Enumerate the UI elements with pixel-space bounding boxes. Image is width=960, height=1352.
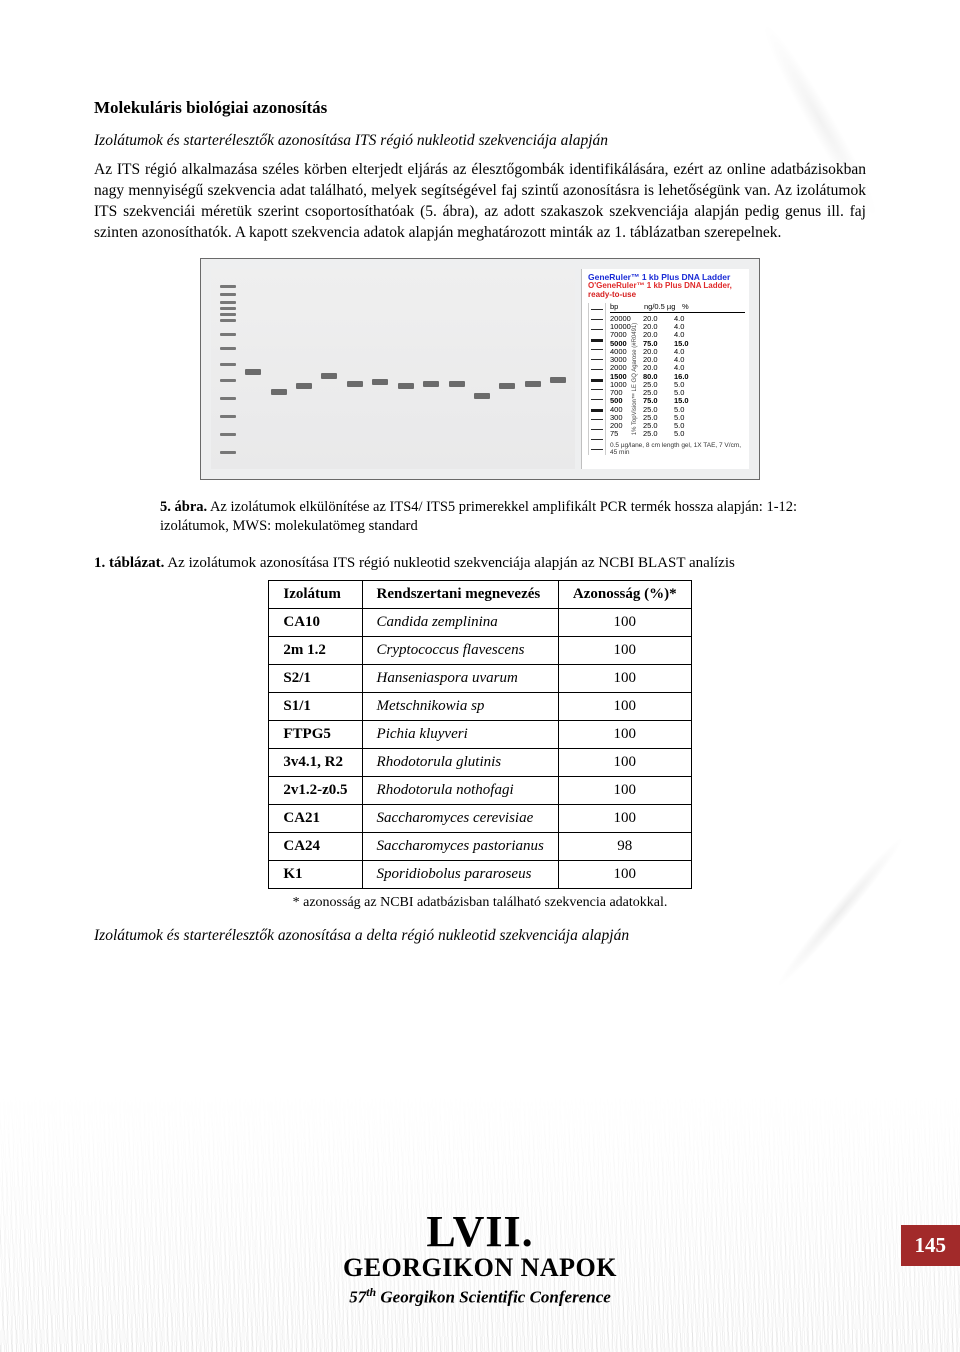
ladder-col-bp: bp	[610, 303, 640, 311]
table-row: K1Sporidiobolus pararoseus100	[269, 860, 691, 888]
gel-sample-lane	[271, 269, 287, 469]
subsection2-heading: Izolátumok és starterélesztők azonosítás…	[94, 927, 866, 945]
table-row: S2/1Hanseniaspora uvarum100	[269, 664, 691, 692]
figure-caption-text: Az izolátumok elkülönítése az ITS4/ ITS5…	[160, 499, 797, 535]
table-footnote: * azonosság az NCBI adatbázisban találha…	[94, 895, 866, 911]
gel-sample-lane	[321, 269, 337, 469]
table-row: CA24Saccharomyces pastorianus98	[269, 832, 691, 860]
footer-title: GEORGIKON NAPOK	[0, 1253, 960, 1283]
table-caption-label: 1. táblázat.	[94, 555, 164, 571]
table-row: CA10Candida zemplinina100	[269, 608, 691, 636]
gel-sample-lane	[398, 269, 414, 469]
footer-sub-pre: 57	[349, 1288, 366, 1307]
page-number: 145	[901, 1225, 960, 1266]
gel-sample-lane	[423, 269, 439, 469]
ladder-bar-graphic: 1% TopVision™ LE GQ Agarose (#R0491)	[588, 303, 606, 455]
gel-sample-lane	[499, 269, 515, 469]
subsection-heading: Izolátumok és starterélesztők azonosítás…	[94, 132, 866, 150]
ladder-legend: GeneRuler™ 1 kb Plus DNA Ladder O'GeneRu…	[581, 269, 749, 469]
gel-image	[211, 269, 575, 469]
ladder-footer: 0.5 µg/lane, 8 cm length gel, 1X TAE, 7 …	[610, 442, 745, 456]
gel-sample-lane	[347, 269, 363, 469]
gel-sample-lane	[449, 269, 465, 469]
body-paragraph: Az ITS régió alkalmazása széles körben e…	[94, 160, 866, 244]
gel-sample-lane	[525, 269, 541, 469]
figure-caption-label: 5. ábra.	[160, 499, 207, 515]
gel-sample-lane	[245, 269, 261, 469]
figure-caption: 5. ábra. Az izolátumok elkülönítése az I…	[160, 498, 800, 537]
gel-sample-lane	[296, 269, 312, 469]
footer-sub-sup: th	[366, 1285, 376, 1299]
footer-sub-post: Georgikon Scientific Conference	[376, 1288, 611, 1307]
gel-figure: GeneRuler™ 1 kb Plus DNA Ladder O'GeneRu…	[200, 258, 760, 480]
gel-ladder-lane	[220, 269, 236, 469]
th-isolate: Izolátum	[269, 580, 362, 608]
table-row: S1/1Metschnikowia sp100	[269, 692, 691, 720]
table-row: 3v4.1, R2Rhodotorula glutinis100	[269, 748, 691, 776]
table-header-row: Izolátum Rendszertani megnevezés Azonoss…	[269, 580, 691, 608]
table-row: FTPG5Pichia kluyveri100	[269, 720, 691, 748]
footer-subtitle: 57th Georgikon Scientific Conference	[0, 1285, 960, 1308]
table-row: 2v1.2-z0.5Rhodotorula nothofagi100	[269, 776, 691, 804]
ladder-ready: ready-to-use	[588, 291, 745, 300]
gel-sample-lane	[550, 269, 566, 469]
th-taxon: Rendszertani megnevezés	[362, 580, 558, 608]
table-caption: 1. táblázat. Az izolátumok azonosítása I…	[94, 555, 866, 572]
ladder-col-ng: ng/0.5 µg	[644, 303, 678, 311]
isolate-table: Izolátum Rendszertani megnevezés Azonoss…	[268, 580, 691, 889]
ladder-col-pct: %	[682, 303, 689, 311]
footer: LVII. GEORGIKON NAPOK 57th Georgikon Sci…	[0, 1206, 960, 1308]
table-row: CA21Saccharomyces cerevisiae100	[269, 804, 691, 832]
ladder-header: bp ng/0.5 µg %	[610, 303, 745, 313]
table-caption-text: Az izolátumok azonosítása ITS régió nukl…	[164, 555, 734, 571]
th-identity: Azonosság (%)*	[558, 580, 691, 608]
ladder-row: 7525.05.0	[610, 430, 745, 438]
table-row: 2m 1.2Cryptococcus flavescens100	[269, 636, 691, 664]
gel-sample-lane	[372, 269, 388, 469]
ladder-side-label: 1% TopVision™ LE GQ Agarose (#R0491)	[632, 322, 639, 435]
gel-sample-lane	[474, 269, 490, 469]
section-heading: Molekuláris biológiai azonosítás	[94, 98, 866, 118]
footer-roman: LVII.	[0, 1206, 960, 1257]
